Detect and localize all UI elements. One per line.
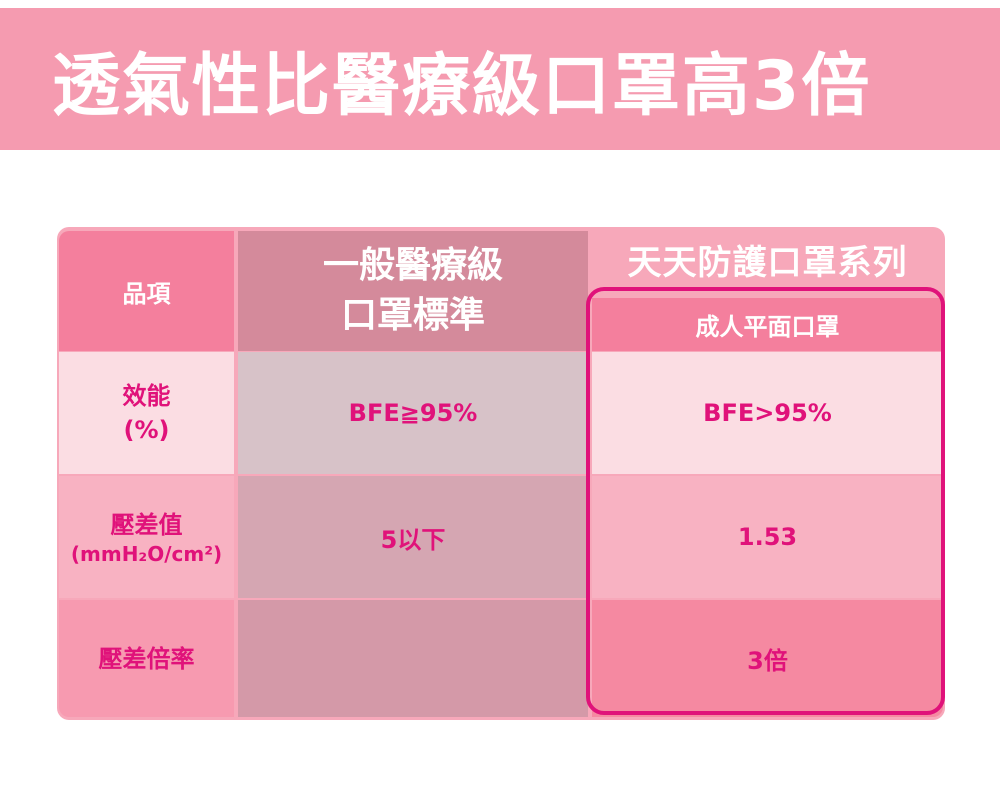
- product-name-header: 成人平面口罩: [592, 298, 943, 351]
- header-standard-line1: 一般醫療級: [322, 245, 503, 286]
- product-value-cell: 3倍: [592, 600, 943, 717]
- row-label: 效能: [122, 382, 171, 410]
- header-item-cell: 品項: [59, 231, 234, 351]
- standard-value-cell: [238, 600, 588, 717]
- page-title: 透氣性比醫療級口罩高3倍: [52, 47, 872, 126]
- row-unit: (%): [123, 416, 170, 444]
- series-title: 天天防護口罩系列: [627, 242, 908, 283]
- standard-value-cell: 5以下: [238, 476, 588, 598]
- row-label: 壓差倍率: [98, 644, 195, 673]
- standard-value: 5以下: [380, 525, 446, 554]
- product-value: BFE>95%: [703, 399, 832, 427]
- header-standard-line2: 口罩標準: [340, 295, 485, 336]
- row-unit: (mmH₂O/cm²): [70, 542, 223, 566]
- table-row-label-cell: 壓差值 (mmH₂O/cm²): [59, 476, 234, 598]
- product-value: 1.53: [737, 523, 798, 551]
- product-value: 3倍: [747, 647, 788, 675]
- row-label: 壓差值: [110, 511, 183, 539]
- table-row-label-cell: 壓差倍率: [59, 600, 234, 717]
- table-row-label-cell: 效能 (%): [59, 352, 234, 474]
- standard-value: BFE≧95%: [348, 399, 478, 427]
- product-value-cell: 1.53: [592, 476, 943, 598]
- standard-value-cell: BFE≧95%: [238, 352, 588, 474]
- product-value-cell: BFE>95%: [592, 352, 943, 474]
- header-standard-cell: 一般醫療級 口罩標準: [238, 231, 588, 351]
- title-banner: 透氣性比醫療級口罩高3倍: [0, 8, 1000, 150]
- product-column-highlight: [586, 287, 945, 715]
- header-item-label: 品項: [122, 279, 171, 308]
